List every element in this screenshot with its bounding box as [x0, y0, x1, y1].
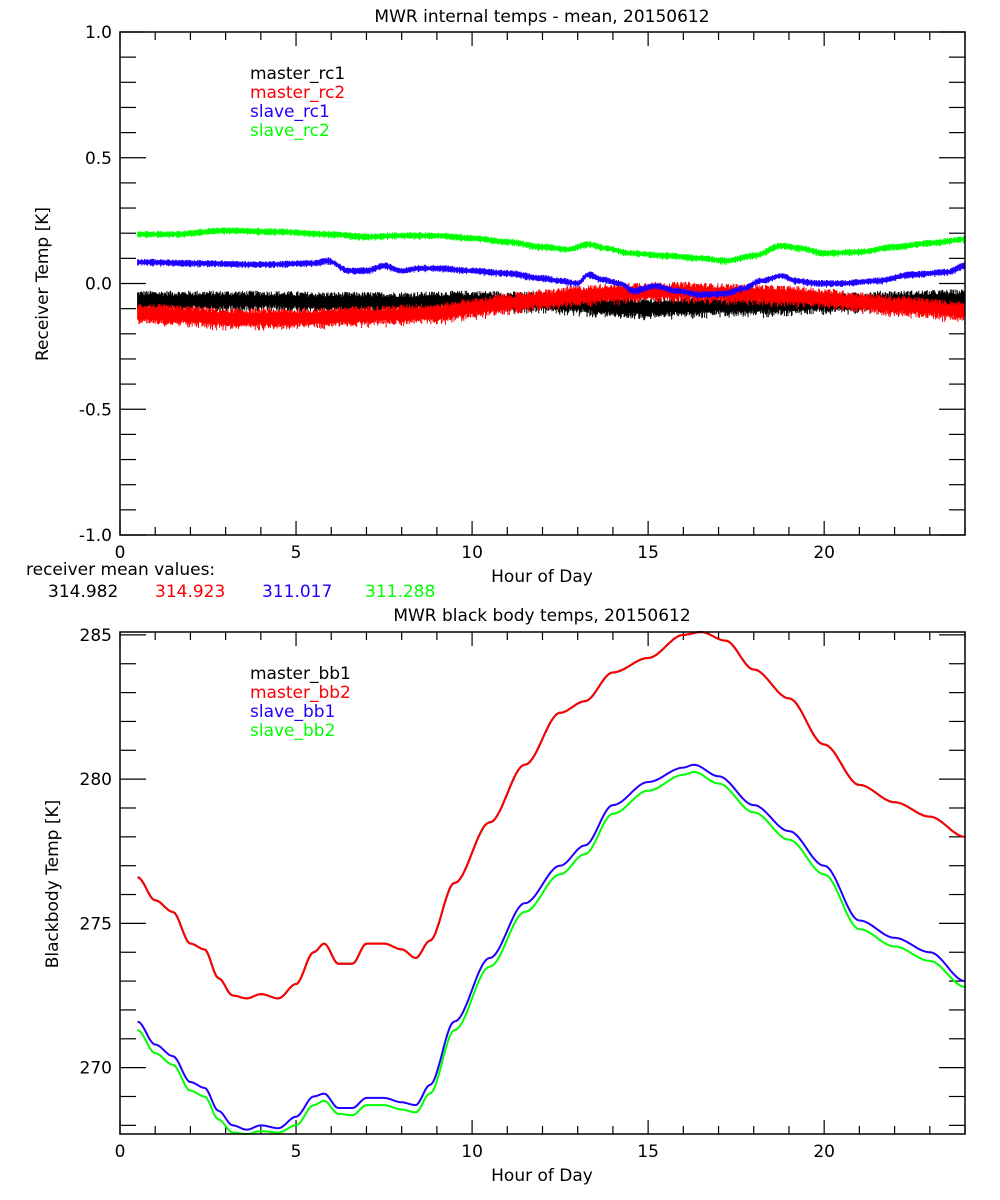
y-tick-label: 280 — [80, 770, 112, 790]
y-tick-labels: 285 280 275 270 — [80, 626, 112, 1079]
y-tick-label: -0.5 — [79, 400, 112, 420]
series-line — [137, 257, 965, 299]
y-tick-label: 275 — [80, 914, 112, 934]
series-master_bb2 — [137, 630, 966, 1000]
series-slave_bb2 — [137, 770, 966, 1136]
legend-entry-slave_bb1: slave_bb1 — [250, 702, 335, 722]
x-tick-label: 10 — [461, 1142, 483, 1162]
y-tick-label: 270 — [80, 1059, 112, 1079]
x-tick-label: 15 — [637, 543, 659, 563]
plot-traces — [137, 227, 965, 331]
x-tick-labels: 0 5 10 15 20 — [115, 1142, 835, 1162]
legend-entry-master_rc2: master_rc2 — [250, 83, 345, 103]
plot-frame — [119, 31, 966, 536]
legend-entry-slave_bb2: slave_bb2 — [250, 721, 335, 741]
y-axis-label: Blackbody Temp [K] — [43, 800, 63, 969]
x-tick-label: 15 — [637, 1142, 659, 1162]
legend-entry-master_bb1: master_bb1 — [250, 664, 351, 684]
series-slave_rc2 — [137, 227, 965, 265]
y-tick-label: 1.0 — [85, 23, 112, 43]
annotation-value: 311.017 — [262, 582, 332, 602]
x-tick-label: 5 — [291, 1142, 302, 1162]
x-tick-label: 5 — [291, 543, 302, 563]
y-tick-label: 0.0 — [85, 275, 112, 295]
plot-frame — [119, 631, 966, 1135]
legend-entry-master_bb2: master_bb2 — [250, 683, 351, 703]
series-slave_rc1 — [137, 257, 965, 299]
series-line — [137, 227, 965, 265]
annotation-value: 311.288 — [365, 582, 435, 602]
x-axis-label: Hour of Day — [491, 567, 593, 587]
legend-entry-slave_rc2: slave_rc2 — [250, 121, 330, 141]
plot-traces — [137, 630, 966, 1136]
x-tick-labels: 0 5 10 15 20 — [115, 543, 835, 563]
y-tick-label: -1.0 — [79, 526, 112, 546]
y-tick-label: 0.5 — [85, 149, 112, 169]
annotation-value: 314.982 — [48, 582, 118, 602]
annotation-label: receiver mean values: — [26, 560, 215, 580]
x-tick-label: 0 — [115, 543, 126, 563]
chart-title: MWR black body temps, 20150612 — [393, 606, 690, 626]
receiver-temp-chart: MWR internal temps - mean, 20150612 0 5 10… — [26, 7, 966, 602]
x-tick-label: 20 — [813, 1142, 835, 1162]
annotation-values: 314.982 314.923 311.017 311.288 — [48, 582, 435, 602]
legend-entry-slave_rc1: slave_rc1 — [250, 102, 330, 122]
x-tick-label: 20 — [813, 543, 835, 563]
series-slave_bb1 — [137, 763, 966, 1131]
x-tick-label: 10 — [461, 543, 483, 563]
annotation-value: 314.923 — [155, 582, 225, 602]
legend-entry-master_rc1: master_rc1 — [250, 64, 345, 84]
x-tick-label: 0 — [115, 1142, 126, 1162]
y-axis-label: Receiver Temp [K] — [33, 207, 53, 361]
chart-title: MWR internal temps - mean, 20150612 — [374, 7, 709, 27]
y-tick-labels: 1.0 0.5 0.0 -0.5 -1.0 — [79, 23, 112, 546]
x-axis-label: Hour of Day — [491, 1166, 593, 1186]
blackbody-temp-chart: MWR black body temps, 20150612 0 5 10 15 20 … — [43, 606, 966, 1186]
y-tick-label: 285 — [80, 626, 112, 646]
